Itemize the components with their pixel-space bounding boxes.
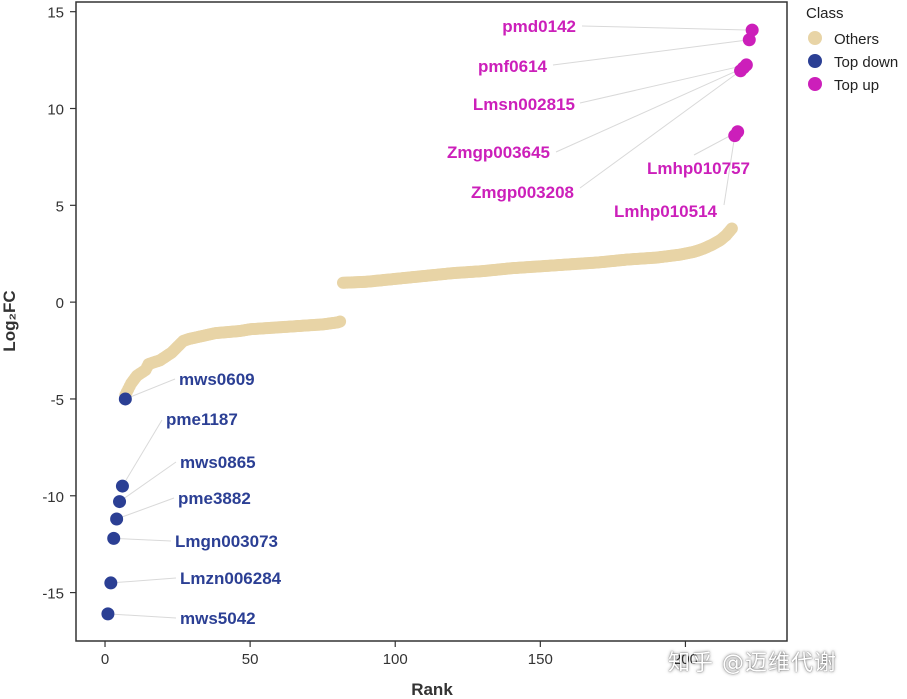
connector-line (107, 613, 177, 619)
top-down-point (113, 495, 127, 509)
legend-marker (808, 54, 822, 68)
legend-label: Top down (834, 54, 898, 71)
label-connector-lines (107, 25, 753, 619)
y-axis-title: Log₂FC (0, 290, 19, 351)
point-label: Lmhp010757 (647, 159, 750, 178)
top-down-point (115, 479, 129, 493)
point-label: pmf0614 (478, 57, 548, 76)
x-tick-label: 50 (242, 651, 259, 668)
y-tick-label: -5 (51, 392, 64, 409)
point-label: mws0865 (180, 453, 256, 472)
point-label: Lmgn003073 (175, 532, 278, 551)
watermark-text: 知乎 @迈维代谢 (668, 651, 837, 676)
point-label: Lmsn002815 (473, 95, 575, 114)
point-label: pme3882 (178, 489, 251, 508)
y-tick-label: -15 (42, 586, 64, 603)
connector-line (555, 67, 744, 153)
y-tick-label: 10 (47, 102, 64, 119)
plot-area-frame (75, 1, 788, 642)
point-annotations: mws5042 Lmzn006284 Lmgn003073 pme3882 mws086… (166, 17, 750, 628)
top-down-point (104, 576, 118, 590)
point-label: pmd0142 (502, 17, 576, 36)
connector-line (110, 577, 177, 584)
connector-line (113, 537, 172, 542)
x-tick-label: 0 (101, 651, 109, 668)
top-down-point (107, 531, 121, 545)
others-point (334, 315, 347, 328)
legend-title: Class (806, 5, 844, 22)
point-label: Zmgp003208 (471, 183, 574, 202)
top-up-point (745, 23, 759, 37)
y-axis: -15 -10 -5 0 5 10 15 (42, 5, 76, 603)
legend-marker (808, 77, 822, 91)
x-axis-title: Rank (411, 680, 453, 699)
x-axis: 0 50 100 150 200 (101, 641, 698, 668)
connector-line (723, 135, 736, 206)
legend-marker (808, 31, 822, 45)
x-tick-label: 150 (528, 651, 553, 668)
point-label: Lmhp010514 (614, 202, 718, 221)
top-down-series (101, 392, 132, 621)
others-series (119, 222, 738, 402)
connector-line (119, 461, 177, 502)
top-up-point (731, 125, 745, 139)
connector-line (579, 70, 741, 189)
point-label: mws5042 (180, 609, 256, 628)
point-label: Lmzn006284 (180, 569, 282, 588)
y-tick-label: 0 (56, 295, 64, 312)
top-down-point (110, 512, 124, 526)
x-tick-label: 100 (383, 651, 408, 668)
y-tick-label: 5 (56, 198, 64, 215)
top-up-point (739, 58, 753, 72)
legend: Class Others Top down Top up (806, 5, 898, 94)
top-down-point (101, 607, 115, 621)
others-point (725, 222, 738, 235)
legend-label: Top up (834, 77, 879, 94)
connector-line (581, 25, 753, 31)
x-tick-label: 200 (673, 651, 698, 668)
connector-line (116, 497, 175, 520)
legend-label: Others (834, 31, 879, 48)
point-label: mws0609 (179, 370, 255, 389)
connector-line (552, 39, 750, 66)
connector-line (579, 64, 747, 104)
top-down-point (118, 392, 132, 406)
connector-line (122, 419, 163, 487)
y-tick-label: 15 (47, 5, 64, 22)
top-up-series (728, 23, 759, 143)
point-label: pme1187 (166, 410, 238, 429)
point-label: Zmgp003645 (447, 143, 550, 162)
connector-line (125, 378, 176, 400)
y-tick-label: -10 (42, 489, 64, 506)
